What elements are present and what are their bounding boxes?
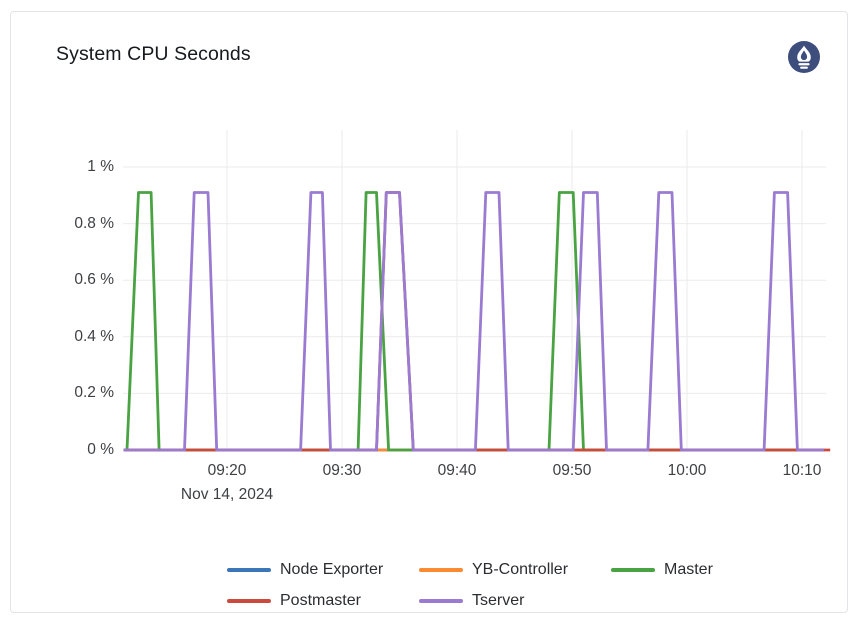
- legend-item-tserver[interactable]: Tserver: [419, 591, 611, 611]
- legend-swatch: [419, 599, 463, 603]
- y-axis-tick-label: 0.8 %: [74, 214, 114, 232]
- legend-item-postmaster[interactable]: Postmaster: [227, 591, 419, 611]
- series-line-tserver: [123, 191, 824, 452]
- chart-legend: Node Exporter YB-Controller Master Postmast…: [227, 560, 803, 611]
- x-axis-tick-label: 10:00: [667, 462, 707, 479]
- y-axis-tick-label: 0.2 %: [74, 384, 114, 402]
- y-axis-tick-label: 0.6 %: [74, 271, 114, 289]
- y-axis-tick-label: 1 %: [87, 158, 114, 175]
- x-axis-tick-label: 09:20: [207, 462, 247, 479]
- x-axis-tick-label: 09:50: [552, 462, 592, 479]
- chart-title: System CPU Seconds: [56, 43, 251, 65]
- chart-panel-card: System CPU Seconds 0 % 0.2 % 0.4 % 0.6 % 0.8…: [10, 11, 848, 613]
- legend-swatch: [227, 599, 271, 603]
- grid-lines: [123, 130, 826, 451]
- y-axis-tick-label: 0.4 %: [74, 327, 114, 345]
- legend-item-master[interactable]: Master: [611, 560, 803, 580]
- legend-label: Tserver: [472, 592, 525, 609]
- y-axis-tick-label: 0 %: [87, 441, 114, 458]
- legend-label: Postmaster: [280, 592, 361, 609]
- x-axis-date-label: Nov 14, 2024: [180, 486, 274, 503]
- x-axis-tick-label: 09:40: [437, 462, 477, 479]
- legend-label: Node Exporter: [280, 561, 384, 578]
- legend-swatch: [227, 568, 271, 572]
- legend-swatch: [611, 568, 655, 572]
- legend-item-node-exporter[interactable]: Node Exporter: [227, 560, 419, 580]
- legend-swatch: [419, 568, 463, 572]
- x-axis-tick-label: 10:10: [782, 462, 822, 479]
- legend-item-yb-controller[interactable]: YB-Controller: [419, 560, 611, 580]
- cpu-seconds-chart: 0 % 0.2 % 0.4 % 0.6 % 0.8 % 1 % 09:20 09:30 09:4…: [11, 12, 860, 636]
- legend-label: YB-Controller: [472, 561, 569, 578]
- legend-label: Master: [664, 561, 713, 578]
- prometheus-icon: [787, 40, 821, 74]
- x-axis-tick-label: 09:30: [322, 462, 362, 479]
- series-line-master: [123, 191, 824, 452]
